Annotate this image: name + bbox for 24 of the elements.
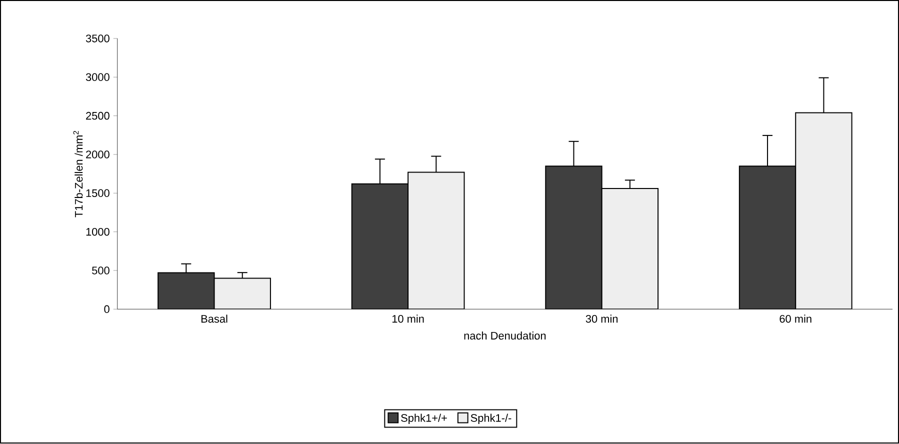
y-tick-label: 1500 bbox=[86, 190, 110, 198]
y-tick-label: 3000 bbox=[86, 74, 110, 82]
y-tick-label: 2500 bbox=[86, 112, 110, 120]
y-tick-label: 0 bbox=[104, 306, 110, 314]
legend-label: Sphk1-/- bbox=[470, 414, 512, 424]
bar bbox=[408, 172, 465, 310]
x-tick-label: 60 min bbox=[780, 314, 812, 323]
y-tick-label: 500 bbox=[92, 266, 110, 275]
bar bbox=[214, 278, 271, 310]
bar bbox=[545, 166, 602, 310]
y-tick-label: 3500 bbox=[86, 34, 110, 43]
y-axis-title: T17b-Zellen /mm$^{2}$ bbox=[73, 131, 83, 218]
y-tick-label: 2000 bbox=[86, 150, 110, 159]
bar bbox=[158, 272, 215, 310]
legend-label: Sphk1+/+ bbox=[401, 414, 447, 424]
bar bbox=[351, 184, 409, 310]
y-tick-label: 1000 bbox=[86, 228, 110, 236]
bar bbox=[738, 166, 796, 310]
x-tick-label: Basal bbox=[201, 314, 228, 323]
x-tick-label: 10 min bbox=[392, 314, 424, 323]
x-tick-label: 30 min bbox=[586, 314, 618, 323]
bar bbox=[601, 188, 659, 310]
x-axis-title: nach Denudation bbox=[464, 332, 546, 340]
bar bbox=[795, 112, 852, 310]
